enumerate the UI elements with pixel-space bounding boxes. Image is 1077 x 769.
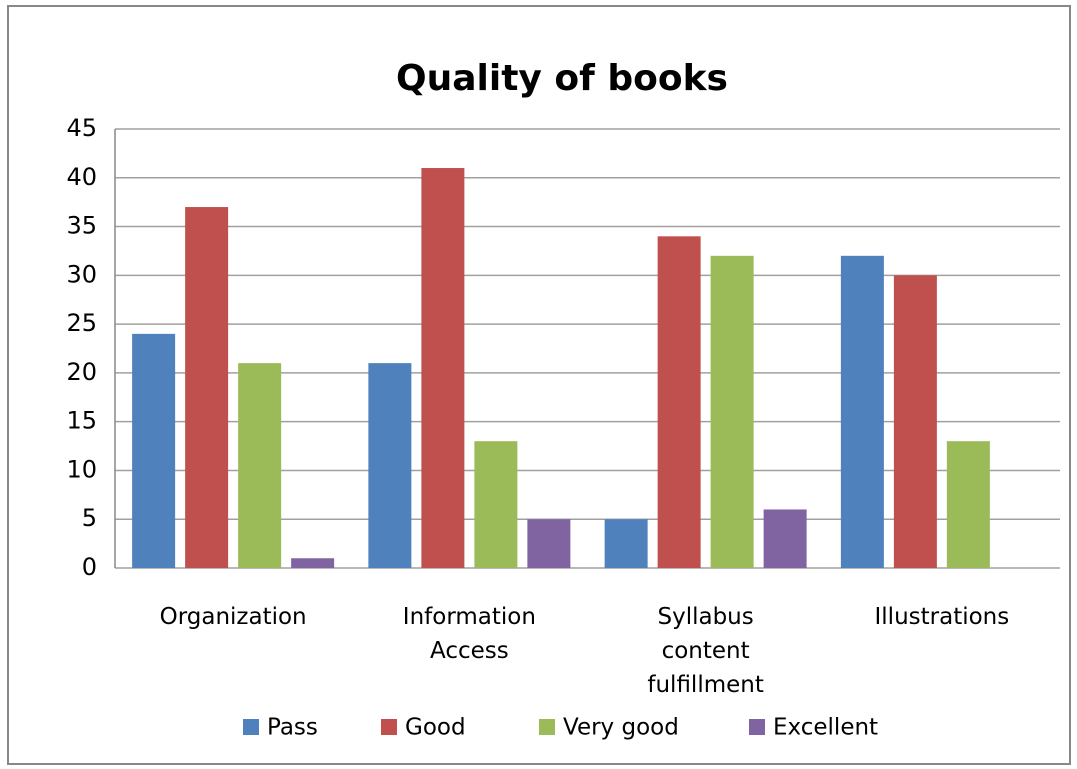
bar [474,441,518,568]
bar [763,509,807,568]
bar [421,168,465,568]
y-tick-label: 20 [66,358,97,386]
legend-label: Pass [267,715,318,741]
chart-title: Quality of books [396,58,728,99]
y-tick-label: 0 [82,553,97,581]
x-tick-label: Syllabus content fulfillment [647,604,764,698]
bar [527,519,571,568]
x-tick-label: Organization [159,604,307,630]
bar [185,207,229,569]
bar [238,363,282,568]
chart-border [7,5,1071,765]
y-tick-label: 45 [66,114,97,142]
legend-swatch [381,719,397,735]
y-tick-label: 15 [66,407,97,435]
y-tick-label: 5 [82,504,97,532]
legend-swatch [243,719,259,735]
y-tick-label: 40 [66,163,97,191]
bar [840,255,884,569]
legend-swatch [749,719,765,735]
legend-label: Excellent [773,715,878,741]
legend-label: Good [405,715,466,741]
legend-label: Very good [563,715,679,741]
y-tick-label: 25 [66,309,97,337]
bar [946,441,990,568]
y-tick-label: 30 [66,260,97,288]
bar [291,558,335,568]
x-tick-label: Information Access [402,604,536,664]
y-tick-label: 35 [66,212,97,240]
bar [368,363,412,568]
y-tick-label: 10 [66,455,97,483]
bar [657,236,701,569]
bar [710,255,754,569]
bar [132,333,176,568]
bar [893,275,937,568]
x-tick-label: Illustrations [874,604,1010,630]
legend-swatch [539,719,555,735]
bar [604,519,648,568]
